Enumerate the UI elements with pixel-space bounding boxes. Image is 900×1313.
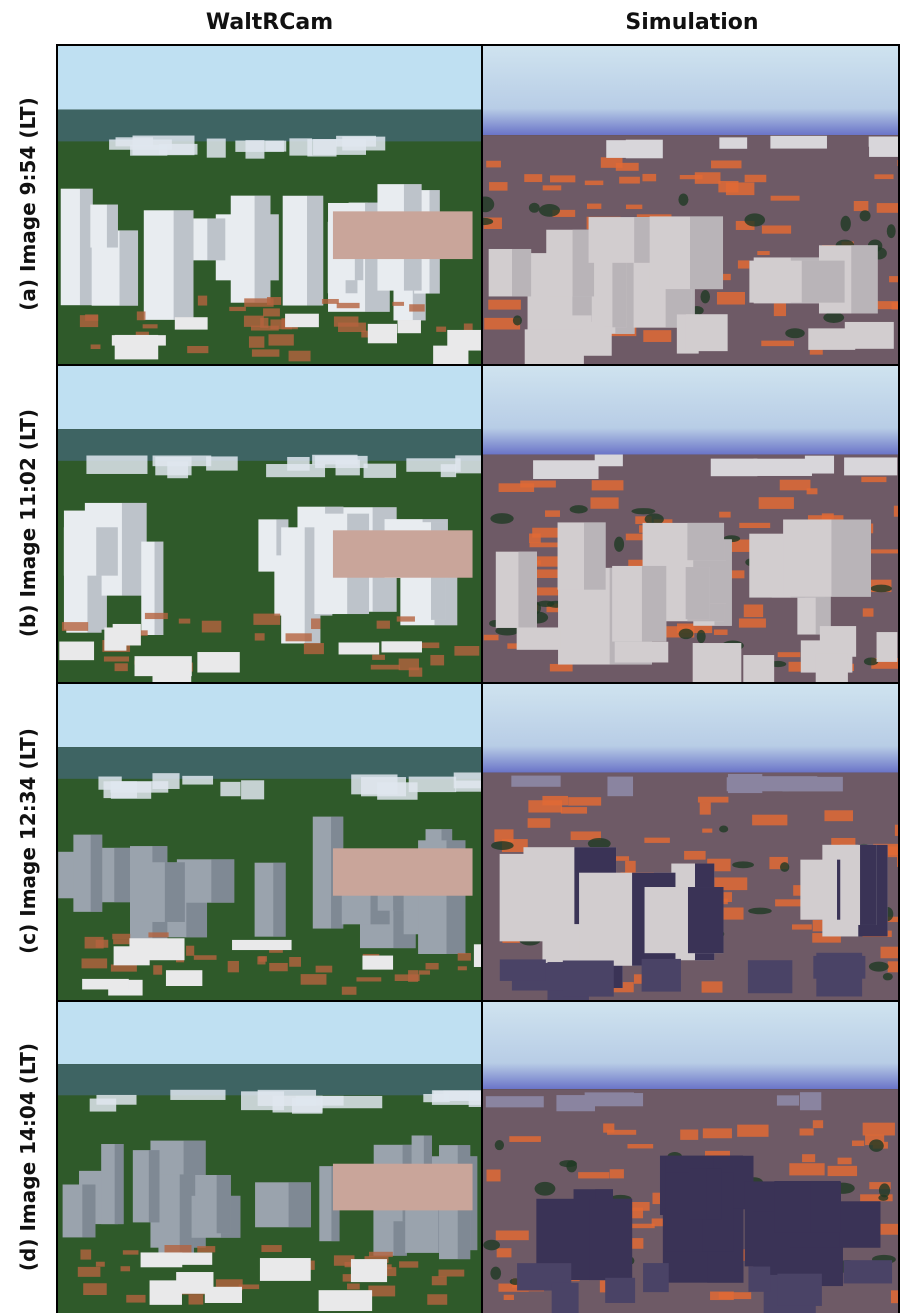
- simulation-image-a: [483, 46, 898, 364]
- row-label-b: (b) Image 11:02 (LT): [0, 364, 56, 682]
- row-label-a-text: (a) Image 9:54 (LT): [16, 97, 40, 311]
- row-label-d-text: (d) Image 14:04 (LT): [16, 1042, 40, 1271]
- column-header-simulation: Simulation: [625, 10, 759, 35]
- simulation-image-b: [483, 366, 898, 682]
- row-label-c-text: (c) Image 12:34 (LT): [16, 728, 40, 954]
- waltrcam-photo-b: [58, 366, 481, 682]
- column-header-waltrcam: WaltRCam: [205, 10, 334, 35]
- waltrcam-photo-c: [58, 684, 481, 1000]
- image-grid: [56, 44, 900, 1313]
- simulation-image-d: [483, 1002, 898, 1313]
- simulation-image-c: [483, 684, 898, 1000]
- row-label-d: (d) Image 14:04 (LT): [0, 1000, 56, 1313]
- row-label-c: (c) Image 12:34 (LT): [0, 682, 56, 1000]
- waltrcam-photo-d: [58, 1002, 481, 1313]
- waltrcam-photo-a: [58, 46, 481, 364]
- row-label-a: (a) Image 9:54 (LT): [0, 44, 56, 364]
- row-label-b-text: (b) Image 11:02 (LT): [16, 408, 40, 638]
